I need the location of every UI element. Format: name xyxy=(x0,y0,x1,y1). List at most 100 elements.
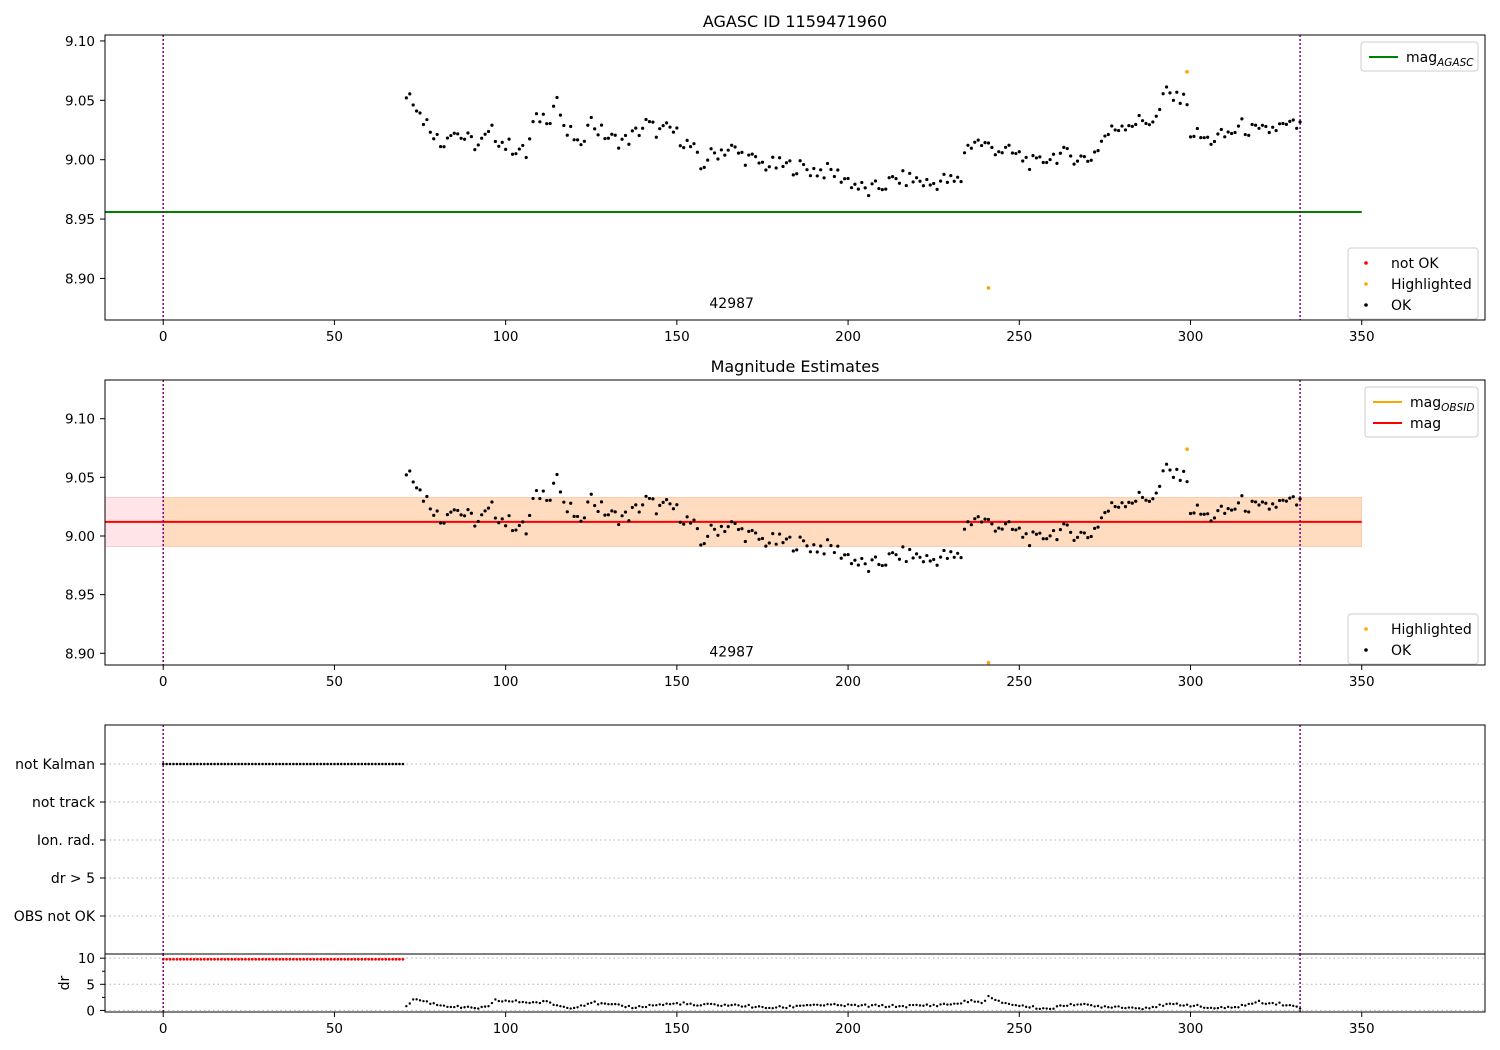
ok-point xyxy=(969,523,973,527)
ok-point xyxy=(425,494,429,499)
ok-point xyxy=(462,137,467,141)
ok-point xyxy=(1288,496,1292,500)
ok-point xyxy=(825,161,830,166)
ok-point xyxy=(901,545,905,549)
ok-point xyxy=(918,179,922,183)
ok-point xyxy=(469,135,474,139)
dr-point xyxy=(1137,1007,1141,1010)
ok-point xyxy=(1158,107,1162,112)
not-ok-point xyxy=(243,957,247,961)
dr-point xyxy=(716,1004,720,1007)
dr-point xyxy=(576,1006,579,1009)
flag-point xyxy=(346,762,350,766)
ok-point xyxy=(904,559,908,564)
ok-point xyxy=(1003,145,1008,149)
dr-point xyxy=(891,1003,894,1007)
dr-point xyxy=(798,1004,802,1007)
ok-point xyxy=(1164,462,1169,466)
flag-point xyxy=(185,762,189,766)
legend-box xyxy=(1360,41,1479,72)
ok-point xyxy=(1113,505,1117,509)
ok-point xyxy=(822,176,826,180)
ok-point xyxy=(569,124,573,129)
not-ok-point xyxy=(387,957,391,961)
not-ok-point xyxy=(196,957,199,961)
ok-point xyxy=(983,141,987,145)
ok-point xyxy=(966,520,970,524)
ok-point xyxy=(1277,498,1282,503)
dr-point xyxy=(531,1001,535,1004)
ok-point xyxy=(798,159,802,163)
dr-point xyxy=(627,1004,631,1008)
y-tick-label: 9.05 xyxy=(65,93,95,109)
dr-point xyxy=(439,1004,442,1007)
dr-point xyxy=(1141,1007,1144,1011)
ok-point xyxy=(435,509,439,513)
ok-point xyxy=(445,136,450,140)
dr-point xyxy=(918,1004,922,1007)
dr-point xyxy=(1264,1002,1268,1006)
x-tick-label: 50 xyxy=(326,674,343,690)
dr-point xyxy=(727,1004,730,1007)
ok-point xyxy=(452,508,456,512)
ok-point xyxy=(1284,499,1288,503)
flag-point xyxy=(401,762,405,766)
dr-point xyxy=(1250,1002,1254,1005)
not-ok-point xyxy=(394,957,398,961)
dr-point xyxy=(750,1006,754,1009)
ok-point xyxy=(1086,159,1090,163)
y-tick-label: 9.05 xyxy=(65,470,95,486)
ok-point xyxy=(593,503,597,508)
ok-point xyxy=(966,143,970,147)
ok-point xyxy=(884,187,888,191)
ok-point xyxy=(1223,135,1227,139)
ok-point xyxy=(764,544,768,548)
ok-point xyxy=(894,553,898,557)
ok-point xyxy=(733,521,737,526)
ok-point xyxy=(480,513,484,517)
ok-point xyxy=(983,517,987,521)
ok-point xyxy=(682,522,686,526)
ok-point xyxy=(1295,503,1299,507)
dr-point xyxy=(703,1002,706,1006)
ok-point xyxy=(644,494,648,498)
dr-point xyxy=(744,1005,747,1008)
y-tick-label: 5 xyxy=(86,977,95,993)
dr-point xyxy=(1062,1004,1066,1008)
ok-point xyxy=(730,520,734,524)
ok-point xyxy=(760,536,765,541)
flag-point xyxy=(367,762,370,766)
ok-point xyxy=(986,141,991,145)
ok-point xyxy=(880,563,884,568)
ok-point xyxy=(784,537,789,541)
ok-point xyxy=(952,179,956,183)
ok-point xyxy=(459,136,463,140)
ok-point xyxy=(1021,159,1025,163)
ok-point xyxy=(671,507,676,511)
legend-marker xyxy=(1364,261,1368,265)
not-ok-point xyxy=(274,957,278,961)
dr-point xyxy=(449,1005,453,1009)
ok-point xyxy=(1072,162,1076,166)
dr-point xyxy=(507,1000,511,1003)
y-tick-label: 10 xyxy=(78,951,95,967)
ok-point xyxy=(610,132,614,136)
dr-point xyxy=(874,1003,877,1006)
dr-point xyxy=(1168,1002,1172,1005)
ok-point xyxy=(986,517,991,522)
ok-point xyxy=(1065,146,1069,151)
not-ok-point xyxy=(353,957,357,961)
ok-point xyxy=(719,148,723,152)
ok-point xyxy=(877,186,881,191)
ok-point xyxy=(808,174,813,178)
flag-point xyxy=(168,762,172,766)
dr-point xyxy=(1179,1004,1182,1007)
ok-point xyxy=(743,163,747,167)
ok-point xyxy=(442,145,446,149)
dr-point xyxy=(579,1004,583,1007)
dr-point xyxy=(524,1001,528,1004)
not-ok-point xyxy=(285,957,288,961)
not-ok-point xyxy=(267,957,271,961)
ok-point xyxy=(798,535,802,539)
dr-point xyxy=(966,1000,970,1004)
